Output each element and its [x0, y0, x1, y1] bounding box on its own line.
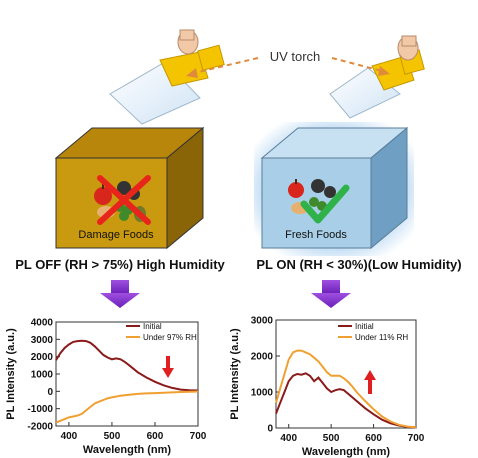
y-tick-label: 2000 [31, 352, 54, 363]
y-tick-label: 3000 [251, 316, 274, 327]
series-line-initial [275, 372, 417, 429]
y-axis-label: PL Intensity (a.u.) [5, 328, 17, 420]
legend-entry: Initial [355, 322, 374, 331]
y-tick-label: -1000 [27, 404, 53, 415]
plot-frame [275, 319, 417, 429]
red-up-arrow-icon [364, 370, 376, 394]
y-tick-label: 0 [47, 387, 53, 398]
y-tick-label: 1000 [251, 388, 274, 399]
check-icon [300, 184, 350, 224]
legend-entry: Initial [143, 322, 162, 331]
x-tick-label: 400 [61, 431, 78, 442]
x-tick-label: 700 [408, 433, 425, 444]
right-caption: PL ON (RH < 30%)(Low Humidity) [256, 257, 461, 272]
y-tick-label: 3000 [31, 335, 54, 346]
y-tick-label: 1000 [31, 370, 54, 381]
x-tick-label: 700 [190, 431, 207, 442]
fresh-box-label: Fresh Foods [285, 229, 347, 241]
x-axis-label: Wavelength (nm) [302, 446, 391, 458]
x-tick-label: 400 [280, 433, 297, 444]
uv-torch-icon [109, 29, 225, 125]
series-line-initial [55, 339, 199, 392]
y-axis-label: PL Intensity (a.u.) [229, 328, 241, 420]
y-tick-label: -2000 [27, 422, 53, 433]
uv-torch-icon [329, 35, 425, 119]
food-icon [288, 179, 336, 214]
series-line-humidity [55, 390, 199, 424]
legend-entry: Under 11% RH [355, 333, 408, 342]
series-line-humidity [275, 349, 417, 429]
x-tick-label: 500 [323, 433, 340, 444]
y-tick-label: 4000 [31, 318, 54, 329]
x-tick-label: 600 [365, 433, 382, 444]
chart-right: 0 1000 2000 3000 400 500 600 700 Wavelength (nm)… [229, 316, 425, 458]
y-tick-label: 2000 [251, 352, 274, 363]
x-axis-label: Wavelength (nm) [83, 444, 172, 456]
x-tick-label: 500 [104, 431, 121, 442]
damage-box-label: Damage Foods [78, 229, 154, 241]
cross-icon [97, 175, 151, 225]
damage-foods-box: Damage Foods [54, 126, 205, 250]
down-arrow-icon [100, 280, 140, 308]
down-arrow-icon [311, 280, 351, 308]
fresh-foods-box: Fresh Foods [254, 122, 414, 256]
left-caption: PL OFF (RH > 75%) High Humidity [15, 257, 225, 272]
uv-torch-arrows [186, 57, 390, 78]
chart-left: -2000 -1000 0 1000 2000 3000 4000 400 500 600 700 W… [5, 318, 207, 457]
uv-torch-label: UV torch [270, 49, 321, 64]
y-tick-label: 0 [267, 424, 273, 435]
legend-entry: Under 97% RH [143, 333, 197, 342]
red-down-arrow-icon [162, 356, 174, 378]
x-tick-label: 600 [147, 431, 164, 442]
